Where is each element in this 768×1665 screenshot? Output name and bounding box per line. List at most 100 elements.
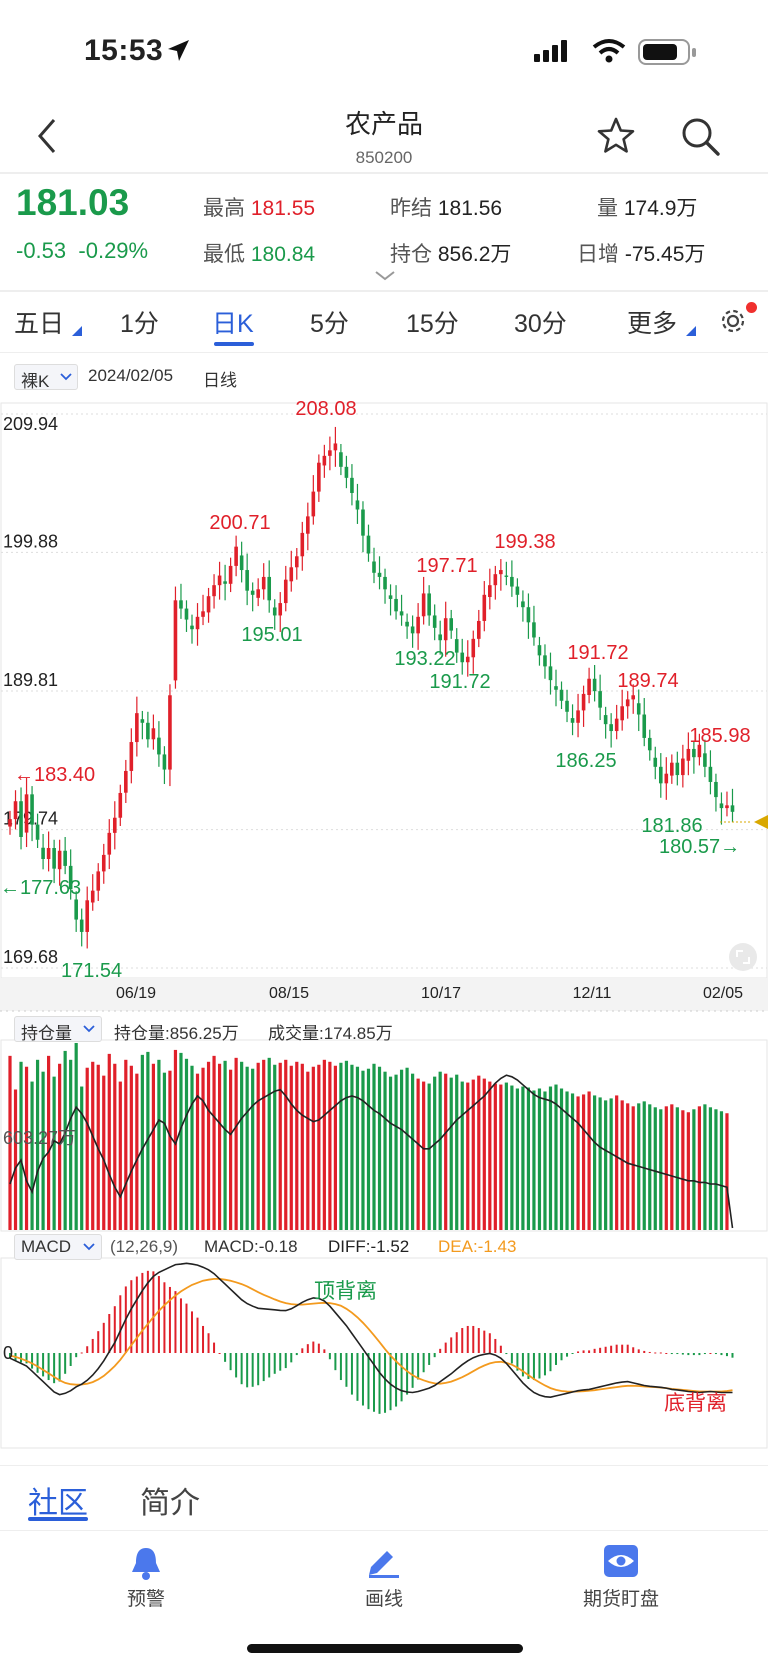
y-tick-label: 169.68 [3, 947, 58, 967]
candle-body [565, 700, 569, 712]
candle-body [471, 638, 476, 658]
macd-histogram-bar [350, 1353, 353, 1395]
candle-body [570, 718, 575, 723]
macd-histogram-bar [604, 1346, 607, 1353]
sub1-volume: 成交量:174.85万 [268, 1024, 393, 1043]
candle-body [267, 576, 272, 601]
chart-mode-select[interactable]: 裸K [14, 364, 78, 391]
macd-histogram-bar [439, 1348, 442, 1353]
tab-5min[interactable]: 5分 [310, 310, 349, 338]
volume-bar [377, 1066, 382, 1230]
candle-body [41, 847, 45, 860]
search-icon[interactable] [680, 116, 722, 158]
macd-histogram-bar [505, 1353, 508, 1355]
candle-body [719, 803, 724, 809]
page-title: 农产品 [344, 109, 423, 139]
volume-bar [482, 1078, 486, 1230]
price-annotation: 191.72 [567, 642, 628, 664]
macd-histogram-bar [466, 1325, 469, 1353]
macd-histogram-bar [279, 1353, 282, 1371]
daily-change-value: -75.45万 [624, 243, 706, 266]
active-tab-indicator [214, 342, 254, 346]
volume-bar [35, 1059, 40, 1230]
macd-histogram-bar [235, 1353, 238, 1378]
prev-settle-label: 昨结 [390, 197, 432, 220]
sub2-indicator-select[interactable]: MACD [14, 1234, 102, 1260]
tab-five-day[interactable]: 五日 [14, 310, 65, 338]
dea-value: DEA:-1.43 [438, 1237, 517, 1256]
candle-body [57, 850, 62, 870]
volume-bar [262, 1059, 266, 1230]
candle-body [294, 556, 299, 568]
tab-daily[interactable]: 日K [212, 310, 254, 338]
volume-bar [521, 1086, 525, 1230]
candle-body [686, 748, 691, 761]
macd-histogram-bar [527, 1353, 530, 1379]
kline-chart[interactable]: 209.94199.88189.81179.74169.68208.08200.… [0, 398, 768, 1463]
star-icon[interactable] [596, 116, 636, 156]
volume-bar [146, 1051, 150, 1230]
price-annotation: ←183.40 [14, 764, 95, 786]
tab-intro[interactable]: 简介 [140, 1487, 200, 1520]
volume-bar [278, 1062, 282, 1230]
candle-body [554, 686, 558, 690]
expand-chevron-icon[interactable] [374, 270, 396, 282]
candle-body [283, 579, 288, 604]
volume-bar [30, 1081, 34, 1230]
nav-alert[interactable]: 预警 [126, 1589, 165, 1610]
gear-icon[interactable] [718, 306, 748, 336]
volume-bar [708, 1107, 713, 1230]
volume-bar [681, 1110, 685, 1230]
tab-more[interactable]: 更多 [627, 310, 678, 338]
tab-community[interactable]: 社区 [28, 1487, 88, 1520]
candle-body [658, 766, 663, 784]
y-tick-label: 199.88 [3, 531, 58, 551]
macd-histogram-bar [262, 1353, 265, 1382]
candle-body [488, 585, 492, 598]
x-tick-label: 02/05 [703, 985, 743, 1002]
dropdown-triangle-icon [686, 326, 696, 336]
pencil-icon[interactable] [365, 1545, 401, 1579]
divergence-label: 顶背离 [314, 1280, 377, 1303]
price-annotation: 189.74 [617, 670, 678, 692]
price-change: -0.53 -0.29% [16, 238, 148, 264]
macd-histogram-bar [499, 1345, 502, 1353]
sub1-frame [0, 1039, 768, 1232]
eye-icon[interactable] [603, 1544, 639, 1578]
candle-body [96, 871, 101, 891]
bell-icon[interactable] [129, 1545, 163, 1581]
sub1-selector-label: 持仓量 [21, 1024, 72, 1043]
volume-bar [317, 1064, 321, 1230]
candle-body [118, 792, 123, 818]
volume-bar [372, 1063, 376, 1230]
volume-bar [151, 1063, 155, 1230]
volume-bar [240, 1061, 244, 1230]
tab-30min[interactable]: 30分 [514, 310, 567, 338]
candle-body [587, 678, 591, 695]
volume-bar [537, 1088, 542, 1230]
price-annotation: 191.72 [429, 671, 490, 693]
location-arrow-icon [168, 40, 189, 61]
back-icon[interactable] [34, 116, 58, 156]
candle-body [559, 689, 564, 701]
volume-bar [477, 1075, 481, 1230]
tab-15min[interactable]: 15分 [406, 310, 459, 338]
nav-draw[interactable]: 画线 [364, 1589, 403, 1610]
candle-body [350, 477, 354, 493]
nav-watch[interactable]: 期货盯盘 [582, 1589, 659, 1610]
macd-histogram-bar [577, 1351, 580, 1353]
volume-label: 量 [597, 197, 618, 220]
sub1-indicator-select[interactable]: 持仓量 [14, 1016, 102, 1043]
macd-histogram-bar [135, 1276, 138, 1353]
volume-bar [339, 1062, 343, 1230]
macd-histogram-bar [632, 1347, 635, 1353]
volume-bar [295, 1061, 299, 1230]
tab-1min[interactable]: 1分 [120, 310, 159, 338]
macd-histogram-bar [654, 1352, 657, 1354]
volume-bar [173, 1049, 178, 1230]
volume-bar [135, 1073, 139, 1230]
macd-histogram-bar [102, 1322, 105, 1353]
candle-body [361, 509, 365, 536]
volume-bar [74, 1042, 78, 1230]
macd-histogram-bar [91, 1338, 94, 1353]
